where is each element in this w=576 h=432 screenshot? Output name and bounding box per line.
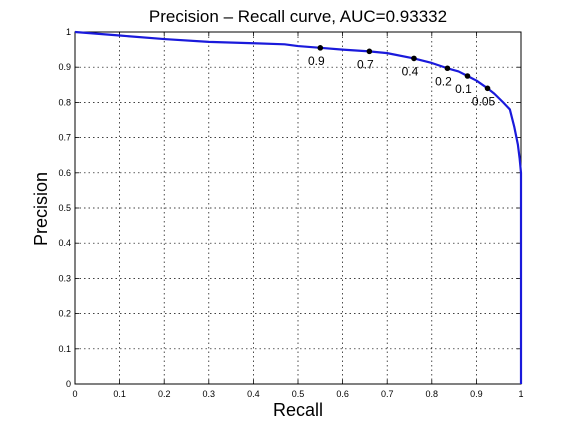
x-tick-label: 0.6 — [336, 389, 349, 399]
threshold-label: 0.7 — [357, 57, 374, 71]
x-tick-label: 1 — [518, 389, 523, 399]
x-tick-label: 0.7 — [381, 389, 394, 399]
x-tick-label: 0.9 — [470, 389, 483, 399]
pr-curve-line — [74, 30, 523, 384]
y-tick-label: 0.1 — [58, 344, 71, 354]
threshold-point — [366, 48, 373, 55]
y-tick-label: 0.6 — [58, 168, 71, 178]
x-tick-label: 0.1 — [113, 389, 126, 399]
y-axis-label: Precision — [31, 172, 51, 246]
x-tick-label: 0.5 — [292, 389, 305, 399]
threshold-point — [484, 85, 491, 92]
y-tick-label: 0.2 — [58, 309, 71, 319]
y-tick-label: 0.3 — [58, 273, 71, 283]
y-tick-label: 0.4 — [58, 238, 71, 248]
y-tick-label: 0.9 — [58, 62, 71, 72]
chart-title: Precision – Recall curve, AUC=0.93332 — [149, 7, 447, 26]
threshold-point — [444, 65, 451, 72]
x-tick-label: 0.2 — [158, 389, 171, 399]
threshold-point — [464, 73, 471, 79]
threshold-label: 0.9 — [308, 54, 325, 68]
x-axis-label: Recall — [273, 400, 323, 420]
axis-ticks: 0 0.1 0.2 0.3 0.4 0.5 0.6 0.7 0.8 0.9 100.10.20.30… — [58, 27, 523, 399]
threshold-point — [411, 55, 417, 62]
threshold-label: 0.1 — [455, 82, 472, 96]
y-tick-label: 0.8 — [58, 97, 71, 107]
grid — [75, 32, 521, 384]
threshold-label: 0.2 — [435, 74, 452, 88]
y-tick-label: 0.5 — [58, 203, 71, 213]
threshold-label: 0.05 — [472, 94, 496, 108]
y-tick-label: 0 — [66, 379, 71, 389]
x-tick-label: 0 — [72, 389, 77, 399]
threshold-label: 0.4 — [402, 64, 419, 78]
x-tick-label: 0.3 — [203, 389, 216, 399]
x-tick-label: 0.8 — [426, 389, 439, 399]
x-tick-label: 0.4 — [247, 389, 260, 399]
threshold-point — [317, 45, 324, 51]
y-tick-label: 1 — [66, 27, 71, 37]
y-tick-label: 0.7 — [58, 133, 71, 143]
threshold-markers: 0.9 0.7 0.4 0.20.10.05 — [308, 45, 496, 108]
